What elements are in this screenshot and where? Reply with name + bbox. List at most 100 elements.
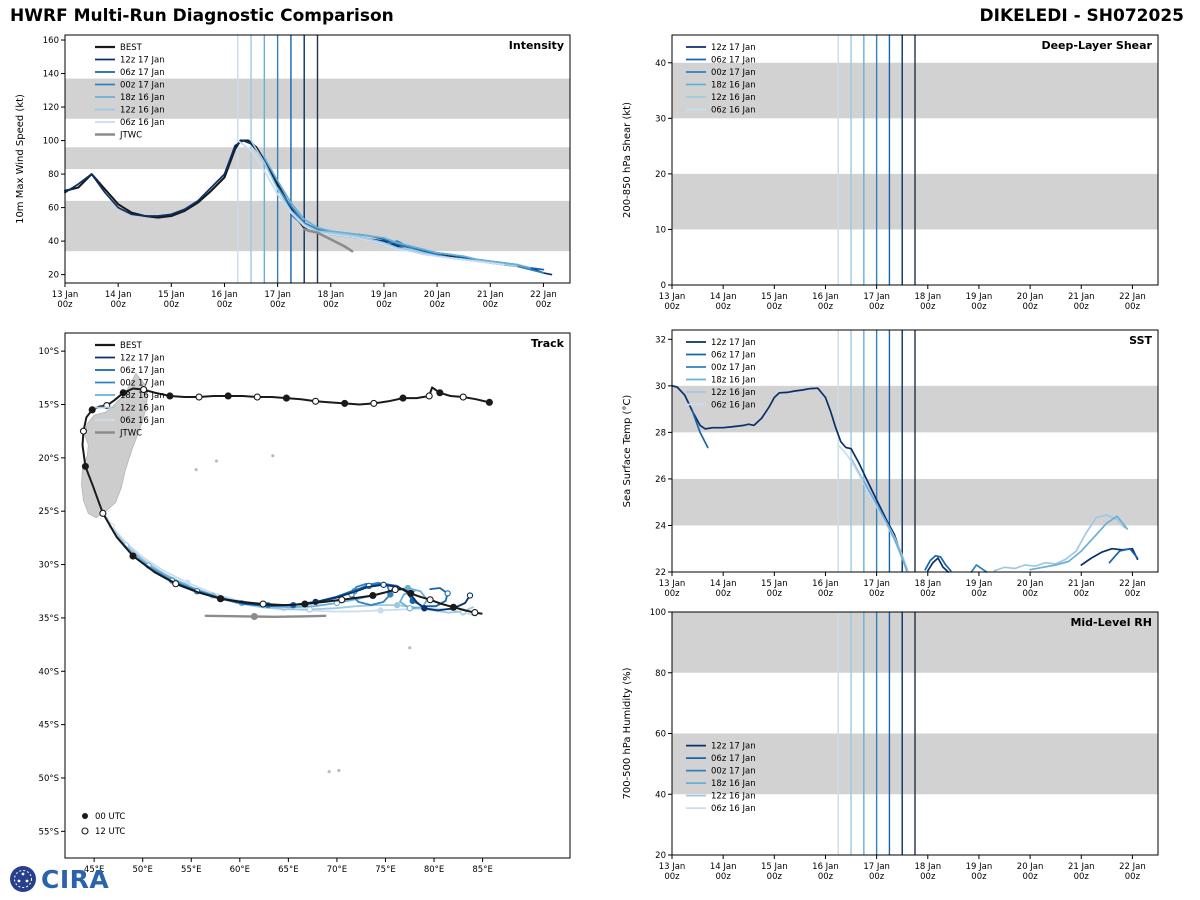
panel-title: SST [1129, 334, 1152, 347]
legend-label: BEST [120, 43, 143, 53]
x-tick-label: 21 Jan 00z [1068, 862, 1095, 882]
panel-intensity: 20 40 60 80 100 120 140 160 13 Jan 00z 14 Jan 00z 15… [15, 34, 571, 310]
legend-label: 06z 16 Jan [120, 416, 165, 426]
y-tick-label: 28 [655, 428, 666, 438]
marker-00utc [421, 605, 428, 612]
x-tick-label: 19 Jan 00z [966, 292, 993, 312]
panel-title: Deep-Layer Shear [1041, 39, 1152, 52]
legend-label: 12z 17 Jan [120, 56, 165, 66]
series-line [263, 156, 531, 269]
series-line [924, 554, 952, 572]
y-tick-label: 30 [655, 114, 666, 124]
x-tick-label: 15 Jan 00z [761, 862, 788, 882]
track-line [204, 614, 327, 618]
x-tick-label: 65°E [278, 865, 298, 875]
legend-label: 06z 17 Jan [120, 366, 165, 376]
marker-00utc [393, 601, 401, 609]
marker-12utc [338, 596, 346, 604]
x-tick-label: 18 Jan 00z [914, 579, 941, 599]
legend-label: 18z 16 Jan [120, 391, 165, 401]
y-tick-label: 80 [655, 669, 666, 679]
series-line [302, 228, 354, 253]
x-tick-label: 17 Jan 00z [863, 862, 890, 882]
plot-frame [671, 34, 1159, 286]
y-tick-label: 100 [650, 608, 666, 618]
legend-label: 06z 17 Jan [120, 68, 165, 78]
x-tick-label: 13 Jan 00z [659, 862, 686, 882]
legend-label: 00z 17 Jan [711, 363, 756, 373]
y-tick-label: 40°S [39, 667, 59, 677]
island [408, 646, 412, 650]
x-tick-label: 17 Jan 00z [863, 292, 890, 312]
madagascar-landmass [81, 372, 148, 519]
x-tick-label: 13 Jan 00z [659, 579, 686, 599]
series-line [993, 514, 1126, 572]
series-line [691, 410, 709, 449]
y-tick-label: 20 [48, 271, 59, 281]
marker-12utc [253, 393, 261, 401]
series-line [1029, 515, 1129, 571]
island [271, 454, 275, 458]
x-tick-label: 15 Jan 00z [761, 292, 788, 312]
x-tick-label: 18 Jan 00z [317, 290, 344, 310]
x-tick-label: 45°E [84, 865, 104, 875]
x-tick-label: 16 Jan 00z [812, 292, 839, 312]
y-tick-label: 0 [661, 281, 666, 291]
panel-title: Mid-Level RH [1070, 616, 1152, 629]
storm-id: DIKELEDI - SH072025 [979, 6, 1184, 26]
marker-00utc [387, 591, 394, 598]
series-line [1080, 547, 1139, 566]
y-tick-label: 10°S [39, 347, 59, 357]
marker-00utc [129, 552, 137, 560]
x-tick-label: 20 Jan 00z [1017, 862, 1044, 882]
y-axis-label: Sea Surface Temp (°C) [622, 395, 633, 508]
legend-label: 12z 17 Jan [711, 43, 756, 53]
y-tick-label: 140 [43, 70, 59, 80]
y-tick-label: 20°S [39, 454, 59, 464]
legend-label: 12z 16 Jan [711, 792, 756, 802]
marker-00utc [377, 607, 384, 614]
marker-00utc [250, 612, 258, 621]
x-tick-label: 75°E [375, 865, 395, 875]
y-tick-label: 15°S [39, 400, 59, 410]
plot-frame [64, 332, 571, 859]
marker-12utc [259, 600, 267, 608]
island [214, 459, 219, 463]
track-line [102, 512, 474, 614]
legend-label: 12z 17 Jan [120, 354, 165, 364]
marker-12utc [426, 596, 434, 604]
x-tick-label: 20 Jan 00z [424, 290, 451, 310]
y-tick-label: 60 [48, 204, 59, 214]
y-tick-label: 120 [43, 103, 59, 113]
y-tick-label: 26 [655, 475, 666, 485]
x-tick-label: 50°E [132, 865, 152, 875]
y-tick-label: 80 [48, 170, 59, 180]
x-tick-label: 55°E [181, 865, 201, 875]
marker-12utc [406, 605, 413, 612]
x-tick-label: 16 Jan 00z [812, 862, 839, 882]
panel-sst: 22 24 26 28 30 32 13 Jan 00z 14 Jan 00z 15 Jan 00z 1… [622, 329, 1159, 599]
y-tick-label: 100 [43, 137, 59, 147]
marker-12utc [195, 393, 203, 401]
marker-00utc [407, 589, 415, 597]
legend-label: 12z 17 Jan [711, 742, 756, 752]
x-tick-label: 20 Jan 00z [1017, 579, 1044, 599]
utc-legend-label: 12 UTC [95, 827, 125, 837]
y-tick-label: 22 [655, 568, 666, 578]
marker-00utc [166, 392, 174, 400]
x-tick-label: 19 Jan 00z [966, 862, 993, 882]
y-tick-label: 20 [655, 851, 666, 861]
utc-legend-open-marker [81, 827, 89, 835]
legend-label: JTWC [119, 131, 142, 141]
legend-label: 06z 16 Jan [711, 401, 756, 411]
utc-legend-label: 00 UTC [95, 812, 125, 822]
x-tick-label: 15 Jan 00z [761, 579, 788, 599]
cira-logo: CIRA [8, 864, 109, 894]
legend-label: 06z 16 Jan [711, 804, 756, 814]
legend-label: 18z 16 Jan [711, 779, 756, 789]
legend-label: 12z 16 Jan [711, 93, 756, 103]
island [194, 467, 198, 472]
legend-label: 00z 17 Jan [120, 81, 165, 91]
x-tick-label: 15 Jan 00z [158, 290, 185, 310]
